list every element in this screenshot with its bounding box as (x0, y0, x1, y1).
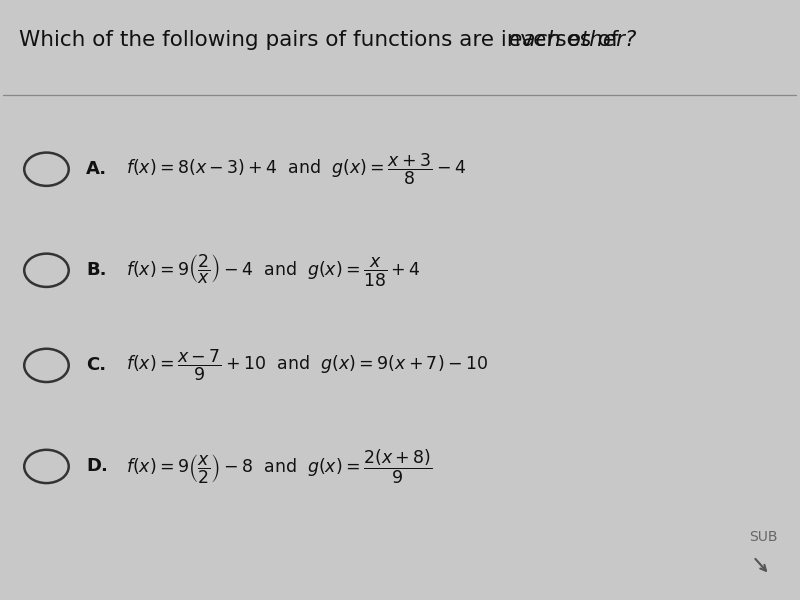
Text: A.: A. (86, 160, 107, 178)
Text: C.: C. (86, 356, 106, 374)
Text: B.: B. (86, 261, 106, 279)
Text: $f(x) = 9\left(\dfrac{2}{x}\right)-4$  and  $g(x) = \dfrac{x}{18}+4$: $f(x) = 9\left(\dfrac{2}{x}\right)-4$ an… (126, 252, 421, 288)
Text: D.: D. (86, 457, 108, 475)
Text: $f(x) = \dfrac{x-7}{9}+10$  and  $g(x) = 9(x+7)-10$: $f(x) = \dfrac{x-7}{9}+10$ and $g(x) = 9… (126, 347, 488, 383)
Text: $f(x) = 9\left(\dfrac{x}{2}\right)-8$  and  $g(x) = \dfrac{2(x+8)}{9}$: $f(x) = 9\left(\dfrac{x}{2}\right)-8$ an… (126, 447, 433, 485)
Text: SUB: SUB (749, 530, 778, 544)
Text: each other?: each other? (509, 29, 636, 50)
Text: $f(x) = 8(x-3)+4$  and  $g(x) = \dfrac{x+3}{8}-4$: $f(x) = 8(x-3)+4$ and $g(x) = \dfrac{x+3… (126, 152, 466, 187)
Text: Which of the following pairs of functions are inverses of: Which of the following pairs of function… (18, 29, 625, 50)
